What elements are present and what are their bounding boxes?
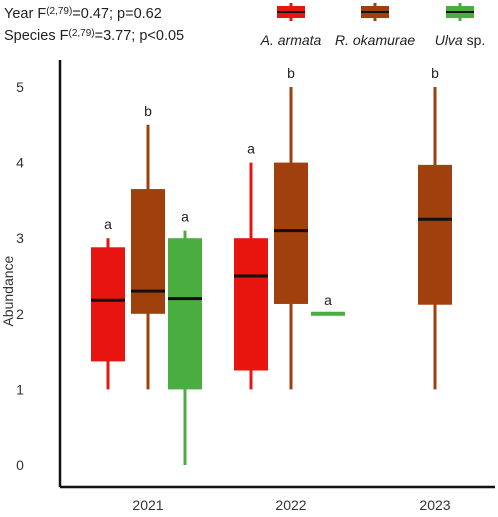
box-body <box>234 238 268 371</box>
legend-label: Ulva sp. <box>420 32 498 48</box>
box-aarmata-2022: a <box>234 141 268 390</box>
significance-letter: a <box>247 141 255 157</box>
stats-annotation: Year F(2,79)=0.47; p=0.62 Species F(2,79… <box>4 2 184 46</box>
box-body <box>274 162 308 304</box>
year-stat: Year F(2,79)=0.47; p=0.62 <box>4 6 162 22</box>
y-tick-label: 4 <box>16 155 24 171</box>
y-tick-label: 3 <box>16 230 24 246</box>
significance-letter: b <box>287 65 295 81</box>
legend-label-italic: A. armata <box>260 32 322 48</box>
significance-letter: a <box>324 292 332 308</box>
box-rokamurae-2021: b <box>131 103 165 390</box>
boxes: a a b b b a a <box>91 65 452 465</box>
significance-letter: b <box>431 65 439 81</box>
legend-label: A. armata <box>251 32 331 48</box>
box-rokamurae-2022: b <box>274 65 308 390</box>
axes: 0 1 2 3 4 5 Abundance 2021 2022 2023 <box>0 60 495 513</box>
legend-label-italic: Ulva <box>434 32 463 48</box>
y-tick-label: 0 <box>16 457 24 473</box>
legend <box>277 3 474 21</box>
significance-letter: b <box>144 103 152 119</box>
box-rokamurae-2023: b <box>418 65 452 390</box>
species-stat: Species F(2,79)=3.77; p<0.05 <box>4 28 185 44</box>
x-tick-label: 2021 <box>132 497 163 513</box>
box-ulvasp-2022: a <box>311 292 345 316</box>
y-tick-label: 1 <box>16 381 24 397</box>
legend-label-plain: sp. <box>462 32 486 48</box>
x-tick-label: 2022 <box>275 497 306 513</box>
box-ulvasp-2021: a <box>168 209 202 465</box>
y-tick-label: 5 <box>16 79 24 95</box>
significance-letter: a <box>104 216 112 232</box>
y-axis-label: Abundance <box>0 255 16 326</box>
x-tick-label: 2023 <box>419 497 450 513</box>
legend-label-italic: R. okamurae <box>335 32 416 48</box>
box-aarmata-2021: a <box>91 216 125 390</box>
box-body <box>91 247 125 362</box>
significance-letter: a <box>181 209 189 225</box>
box-body <box>418 164 452 305</box>
y-tick-label: 2 <box>16 306 24 322</box>
box-body <box>131 189 165 314</box>
box-body <box>168 238 202 390</box>
legend-label: R. okamurae <box>335 32 415 48</box>
